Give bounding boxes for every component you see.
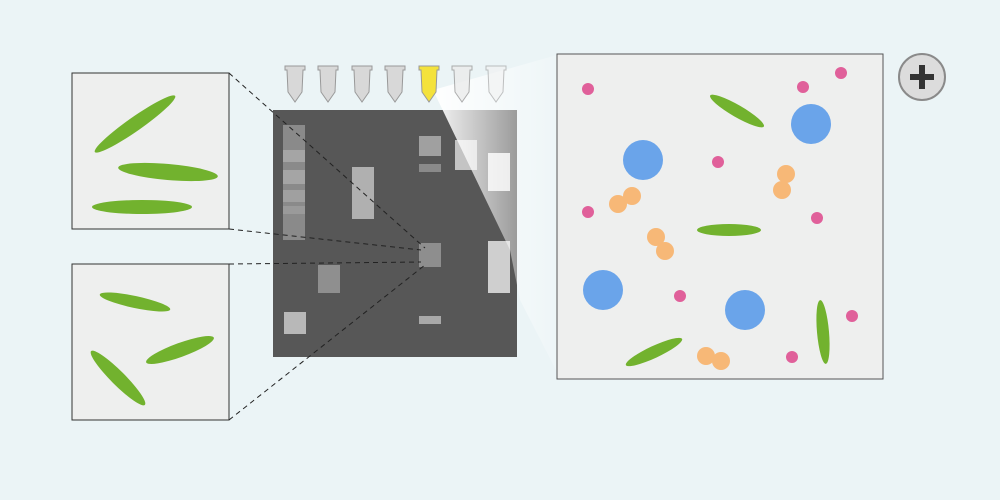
zoom-panel [556, 53, 884, 380]
zoom-lines [228, 72, 426, 421]
light-beam [433, 55, 557, 372]
inset-top [71, 72, 230, 230]
zoom-in-button[interactable] [898, 53, 946, 101]
inset-bottom [71, 263, 230, 421]
